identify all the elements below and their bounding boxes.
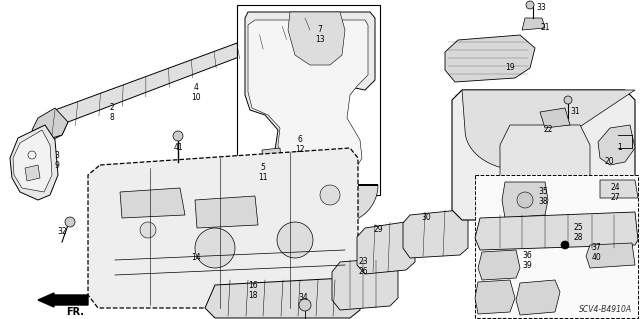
Polygon shape: [248, 20, 368, 183]
Text: 20: 20: [604, 158, 614, 167]
Polygon shape: [500, 125, 590, 220]
Polygon shape: [516, 280, 560, 315]
Text: FR.: FR.: [66, 307, 84, 317]
Text: 25: 25: [573, 224, 583, 233]
Polygon shape: [120, 188, 185, 218]
Text: 35: 35: [538, 188, 548, 197]
Circle shape: [320, 185, 340, 205]
Circle shape: [277, 222, 313, 258]
Text: 41: 41: [173, 144, 183, 152]
Text: 26: 26: [358, 266, 368, 276]
Polygon shape: [195, 196, 258, 228]
Polygon shape: [475, 212, 638, 250]
Polygon shape: [452, 90, 635, 220]
Text: 7: 7: [317, 26, 323, 34]
Polygon shape: [475, 280, 515, 314]
Text: 4: 4: [193, 84, 198, 93]
Text: 13: 13: [315, 35, 325, 44]
Text: 16: 16: [248, 281, 258, 291]
Polygon shape: [32, 108, 68, 140]
Text: 40: 40: [591, 253, 601, 262]
Text: 14: 14: [191, 254, 201, 263]
Text: 28: 28: [573, 234, 583, 242]
Circle shape: [140, 222, 156, 238]
Polygon shape: [332, 258, 398, 310]
Circle shape: [173, 131, 183, 141]
Polygon shape: [262, 148, 282, 177]
Polygon shape: [245, 12, 375, 188]
Text: 37: 37: [591, 242, 601, 251]
Text: 21: 21: [540, 24, 550, 33]
Polygon shape: [403, 210, 468, 258]
Text: 1: 1: [618, 144, 622, 152]
Polygon shape: [288, 12, 345, 65]
Text: 38: 38: [538, 197, 548, 206]
Text: 31: 31: [570, 108, 580, 116]
Text: 33: 33: [536, 4, 546, 12]
Polygon shape: [462, 90, 635, 170]
Text: 8: 8: [109, 114, 115, 122]
Polygon shape: [10, 125, 58, 200]
Text: 11: 11: [259, 174, 268, 182]
Text: 10: 10: [191, 93, 201, 102]
Text: 32: 32: [57, 227, 67, 236]
Polygon shape: [598, 125, 635, 165]
Circle shape: [561, 241, 569, 249]
Text: 22: 22: [543, 125, 553, 135]
Text: 19: 19: [505, 63, 515, 72]
Polygon shape: [88, 148, 358, 308]
Text: 34: 34: [298, 293, 308, 302]
Polygon shape: [600, 180, 638, 198]
Polygon shape: [502, 182, 548, 218]
Polygon shape: [586, 243, 635, 268]
Circle shape: [195, 228, 235, 268]
Polygon shape: [357, 222, 415, 274]
Text: 29: 29: [373, 226, 383, 234]
Polygon shape: [302, 185, 378, 223]
Polygon shape: [445, 35, 535, 82]
Circle shape: [65, 217, 75, 227]
Text: 24: 24: [610, 183, 620, 192]
Polygon shape: [540, 108, 570, 128]
Text: 5: 5: [260, 164, 266, 173]
Polygon shape: [205, 278, 360, 318]
Circle shape: [526, 1, 534, 9]
Polygon shape: [45, 10, 320, 140]
Text: 9: 9: [54, 160, 60, 169]
Polygon shape: [522, 18, 545, 30]
Text: 18: 18: [248, 292, 258, 300]
Text: SCV4-B4910A: SCV4-B4910A: [579, 305, 632, 314]
Text: 12: 12: [295, 145, 305, 154]
Circle shape: [299, 299, 311, 311]
Polygon shape: [13, 130, 52, 192]
Text: 36: 36: [522, 250, 532, 259]
Text: 3: 3: [54, 151, 60, 160]
Circle shape: [564, 96, 572, 104]
Text: 39: 39: [522, 261, 532, 270]
Text: 23: 23: [358, 256, 368, 265]
Text: 30: 30: [421, 213, 431, 222]
Text: 6: 6: [298, 136, 303, 145]
Polygon shape: [475, 175, 638, 318]
Circle shape: [517, 192, 533, 208]
Polygon shape: [478, 250, 520, 280]
Polygon shape: [237, 5, 380, 195]
Polygon shape: [25, 165, 40, 181]
FancyArrow shape: [38, 293, 88, 307]
Text: 27: 27: [610, 194, 620, 203]
Text: 2: 2: [109, 103, 115, 113]
